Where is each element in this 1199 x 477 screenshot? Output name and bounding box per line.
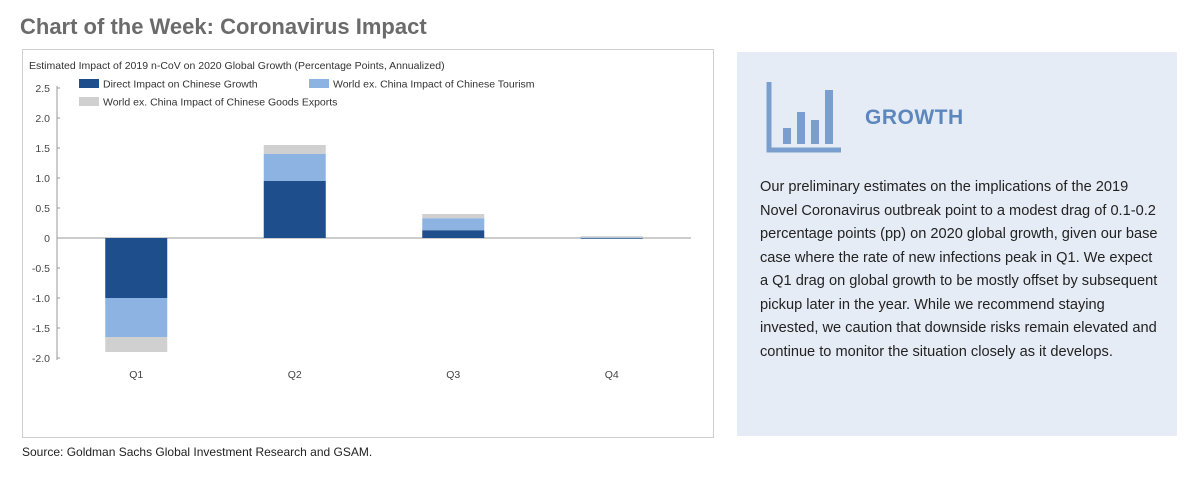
page-title: Chart of the Week: Coronavirus Impact [20, 14, 427, 39]
bar-q3-series-3 [422, 214, 485, 219]
x-axis: Q1 Q2 Q3 Q4 [129, 369, 619, 381]
chart-container: Estimated Impact of 2019 n-CoV on 2020 G… [22, 49, 714, 438]
y-tick-label: 2.0 [35, 113, 50, 125]
bar-q1-series-2 [105, 298, 168, 337]
legend-label: World ex. China Impact of Chinese Touris… [333, 79, 535, 91]
legend-swatch [79, 97, 99, 106]
legend-label: Direct Impact on Chinese Growth [103, 79, 258, 91]
x-tick-label: Q4 [605, 369, 619, 381]
bar-q3-series-1 [422, 230, 485, 238]
chart-title: Estimated Impact of 2019 n-CoV on 2020 G… [29, 60, 445, 72]
bars [105, 145, 643, 352]
y-tick-label: -2.0 [32, 353, 50, 365]
x-tick-label: Q3 [446, 369, 460, 381]
y-tick-label: -0.5 [32, 263, 50, 275]
bar-q2-series-2 [263, 154, 326, 181]
y-tick-label: 0.5 [35, 203, 50, 215]
y-tick-label: 1.0 [35, 173, 50, 185]
y-tick-label: -1.5 [32, 323, 50, 335]
panel-body-text: Our preliminary estimates on the implica… [760, 179, 1158, 360]
legend-swatch [309, 79, 329, 88]
legend-label: World ex. China Impact of Chinese Goods … [103, 97, 337, 109]
bar-q4-series-3 [580, 236, 643, 238]
bar-q2-series-3 [263, 145, 326, 154]
bar-chart-icon [766, 82, 841, 153]
chart-legend: Direct Impact on Chinese Growth World ex.… [79, 79, 535, 109]
bar-q1-series-1 [105, 238, 168, 298]
y-tick-label: -1.0 [32, 293, 50, 305]
y-tick-label: 1.5 [35, 143, 50, 155]
bar-q2-series-1 [263, 181, 326, 238]
stacked-bar-chart: Estimated Impact of 2019 n-CoV on 2020 G… [29, 60, 691, 381]
legend-swatch [79, 79, 99, 88]
bar-q1-series-3 [105, 337, 168, 352]
y-tick-label: 2.5 [35, 83, 50, 95]
x-tick-label: Q2 [288, 369, 302, 381]
bar-q3-series-2 [422, 218, 485, 231]
panel-heading: GROWTH [865, 106, 964, 129]
source-note: Source: Goldman Sachs Global Investment … [22, 445, 373, 459]
growth-panel: GROWTH Our preliminary estimates on the … [737, 52, 1177, 436]
x-tick-label: Q1 [129, 369, 143, 381]
y-tick-label: 0 [44, 233, 50, 245]
